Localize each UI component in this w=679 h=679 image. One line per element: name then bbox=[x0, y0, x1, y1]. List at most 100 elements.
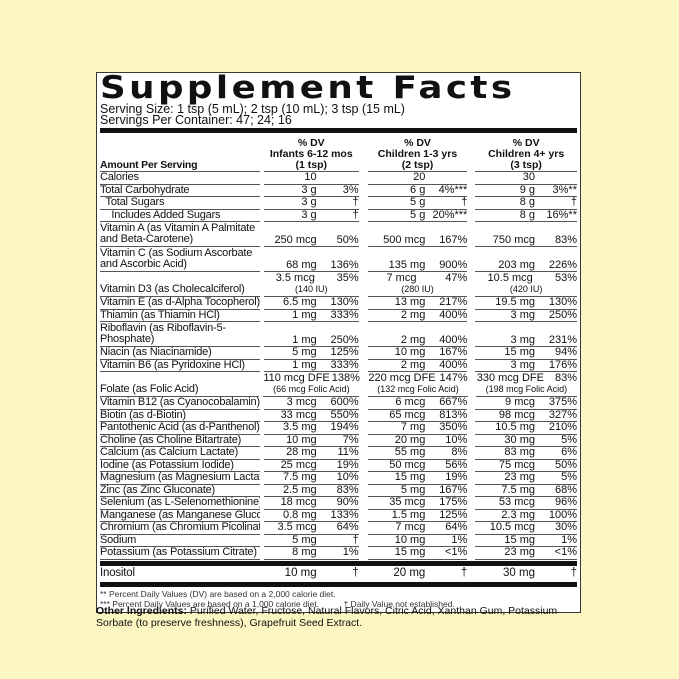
nutrient-values-col-2: 20 mg 10% bbox=[367, 434, 468, 447]
percent-daily-value: 813% bbox=[439, 408, 468, 421]
nutrient-values-col-3: 30 mg 5% bbox=[475, 434, 577, 447]
percent-daily-value: 333% bbox=[330, 358, 359, 371]
age-group: Children 4+ yrs bbox=[488, 148, 565, 160]
nutrient-values-col-3: 10.5 mg 210% bbox=[475, 422, 577, 435]
amount-value: 10 mg bbox=[284, 566, 317, 579]
nutrient-name: Inositol bbox=[100, 566, 135, 579]
percent-daily-value: 3% bbox=[342, 183, 359, 196]
amount-value: 8 g bbox=[519, 196, 535, 208]
percent-daily-value: 10% bbox=[336, 471, 359, 483]
amount-value: 35 mcg bbox=[389, 496, 426, 508]
amount-value: 20 bbox=[413, 171, 426, 183]
nutrient-values-col-3: 15 mg 1% bbox=[475, 534, 577, 547]
nutrient-values-col-1: 1 mg 250% bbox=[263, 333, 359, 347]
serving-amount: (3 tsp) bbox=[510, 159, 542, 171]
nutrient-row: Inositol 10 mg † 20 mg † 30 mg † bbox=[100, 566, 577, 581]
percent-daily-value: 83% bbox=[336, 483, 359, 496]
nutrient-values-col-3: 23 mg 5% bbox=[475, 472, 577, 485]
amount-value: 15 mg bbox=[394, 546, 426, 558]
amount-line: 110 mcg DFE 138% bbox=[263, 373, 360, 384]
nutrient-values-col-2: 35 mcg 175% bbox=[367, 496, 468, 510]
percent-daily-value: 231% bbox=[548, 333, 577, 346]
nutrient-name: Zinc (as Zinc Gluconate) bbox=[100, 485, 260, 497]
amount-value: 7 mcg bbox=[395, 521, 426, 533]
nutrient-row: Sodium 5 mg † 10 mg 1% 15 mg 1% bbox=[100, 533, 577, 547]
percent-daily-value: 333% bbox=[330, 308, 359, 321]
amount-detail: (280 IU) bbox=[401, 283, 434, 294]
nutrient-name: Manganese (as Manganese Gluconate) bbox=[100, 509, 260, 522]
amount-value: 2 mg bbox=[400, 333, 426, 346]
nutrient-name: Total Carbohydrate bbox=[100, 185, 260, 197]
amount-value: 83 mg bbox=[504, 446, 535, 458]
thick-rule bbox=[100, 128, 577, 133]
percent-daily-value: 167% bbox=[439, 483, 468, 496]
nutrient-values-col-2: 20 mg † bbox=[368, 567, 467, 581]
column-header-row: Amount Per Serving % DV Infants 6-12 mos… bbox=[100, 133, 577, 172]
nutrient-values-col-1: 3.5 mcg 35% (140 IU) bbox=[263, 272, 359, 297]
amount-detail: (66 mcg Folic Acid) bbox=[273, 383, 350, 394]
amount-value: 10.5 mcg bbox=[489, 521, 535, 533]
amount-value: 3.5 mg bbox=[283, 421, 317, 433]
percent-daily-value: 1% bbox=[342, 546, 359, 558]
nutrient-name: Selenium (as L-Selenomethionine) bbox=[100, 497, 260, 510]
amount-value: 1 mg bbox=[292, 358, 317, 371]
amount-value: 10 mg bbox=[286, 433, 317, 446]
nutrient-values-col-3: 53 mcg 96% bbox=[475, 497, 577, 510]
nutrient-values-col-2: 1.5 mg 125% bbox=[367, 509, 468, 522]
servings-per-container: Servings Per Container: 47; 24; 16 bbox=[100, 113, 292, 127]
percent-daily-value: 94% bbox=[554, 346, 577, 358]
percent-daily-value: 130% bbox=[330, 296, 359, 308]
nutrient-values-col-3: 23 mg <1% bbox=[475, 547, 577, 560]
nutrient-row: Vitamin A (as Vitamin A Palmitate and Be… bbox=[100, 222, 577, 247]
percent-daily-value: 53% bbox=[554, 272, 577, 285]
inositol-section: Inositol 10 mg † 20 mg † 30 mg † bbox=[100, 566, 577, 581]
nutrient-values-col-1: 0.8 mg 133% bbox=[263, 509, 359, 522]
nutrient-values-col-3: 30 bbox=[475, 172, 577, 185]
nutrient-name: Includes Added Sugars bbox=[100, 210, 260, 222]
nutrient-row: Selenium (as L-Selenomethionine) 18 mcg 90… bbox=[100, 497, 577, 510]
nutrient-values-col-1: 18 mcg 90% bbox=[263, 496, 359, 510]
amount-value: 3 mg bbox=[510, 308, 535, 321]
percent-daily-value: 550% bbox=[330, 408, 359, 421]
amount-value: 10 mg bbox=[394, 533, 426, 546]
nutrient-name: Vitamin C (as Sodium Ascorbate and Ascor… bbox=[100, 248, 260, 272]
amount-value: 98 mcg bbox=[498, 408, 535, 421]
amount-value: 1 mg bbox=[292, 308, 317, 321]
percent-daily-value: † bbox=[461, 196, 468, 208]
amount-value: 3.5 mcg bbox=[277, 521, 317, 533]
amount-value: 30 bbox=[522, 171, 535, 183]
nutrient-row: Vitamin B6 (as Pyridoxine HCl) 1 mg 333% 2 … bbox=[100, 358, 577, 372]
nutrient-name: Iodine (as Potassium Iodide) bbox=[100, 460, 260, 472]
amount-value: 135 mg bbox=[388, 258, 426, 271]
percent-daily-value: 96% bbox=[554, 496, 577, 508]
nutrient-row: Vitamin D3 (as Cholecalciferol) 3.5 mcg 35… bbox=[100, 272, 577, 297]
nutrient-values-col-2: 5 g 20%*** bbox=[367, 208, 468, 222]
percent-daily-value: 64% bbox=[336, 521, 359, 533]
nutrient-values-col-3: 10.5 mcg 30% bbox=[475, 522, 577, 535]
nutrient-name: Vitamin B12 (as Cyanocobalamin) bbox=[100, 397, 260, 410]
amount-value: 55 mg bbox=[394, 446, 426, 458]
amount-detail: (198 mcg Folic Acid) bbox=[485, 383, 568, 394]
footnote-1000: *** Percent Daily Values are based on a … bbox=[100, 599, 320, 609]
nutrient-values-col-2: 65 mcg 813% bbox=[367, 408, 468, 422]
percent-daily-value: 147% bbox=[439, 372, 468, 385]
nutrient-row: Vitamin E (as d-Alpha Tocopherol) 6.5 mg 1… bbox=[100, 297, 577, 310]
percent-daily-value: <1% bbox=[554, 546, 577, 558]
nutrient-name: Choline (as Choline Bitartrate) bbox=[100, 435, 260, 447]
nutrient-name: Thiamin (as Thiamin HCl) bbox=[100, 310, 260, 322]
amount-line: 7 mcg 47% bbox=[368, 273, 468, 284]
nutrient-values-col-1: 2.5 mg 83% bbox=[263, 483, 359, 497]
nutrient-values-col-2: 2 mg 400% bbox=[367, 309, 468, 322]
percent-daily-value: 375% bbox=[548, 396, 577, 408]
percent-daily-value: 90% bbox=[336, 496, 359, 508]
nutrient-row: Total Sugars 3 g † 5 g † 8 g † bbox=[100, 197, 577, 210]
nutrient-row: Includes Added Sugars 3 g † 5 g 20%*** 8 g 16%… bbox=[100, 208, 577, 222]
amount-value: 1 mg bbox=[292, 333, 317, 346]
percent-daily-value: † bbox=[570, 196, 577, 208]
amount-value: 10 mg bbox=[394, 346, 426, 358]
percent-daily-value: 64% bbox=[445, 521, 468, 533]
nutrient-values-col-2: 55 mg 8% bbox=[367, 446, 468, 460]
amount-value: 5 g bbox=[410, 208, 426, 221]
amount-value: 23 mg bbox=[504, 546, 535, 558]
nutrient-values-col-3: 8 g 16%** bbox=[475, 209, 577, 222]
